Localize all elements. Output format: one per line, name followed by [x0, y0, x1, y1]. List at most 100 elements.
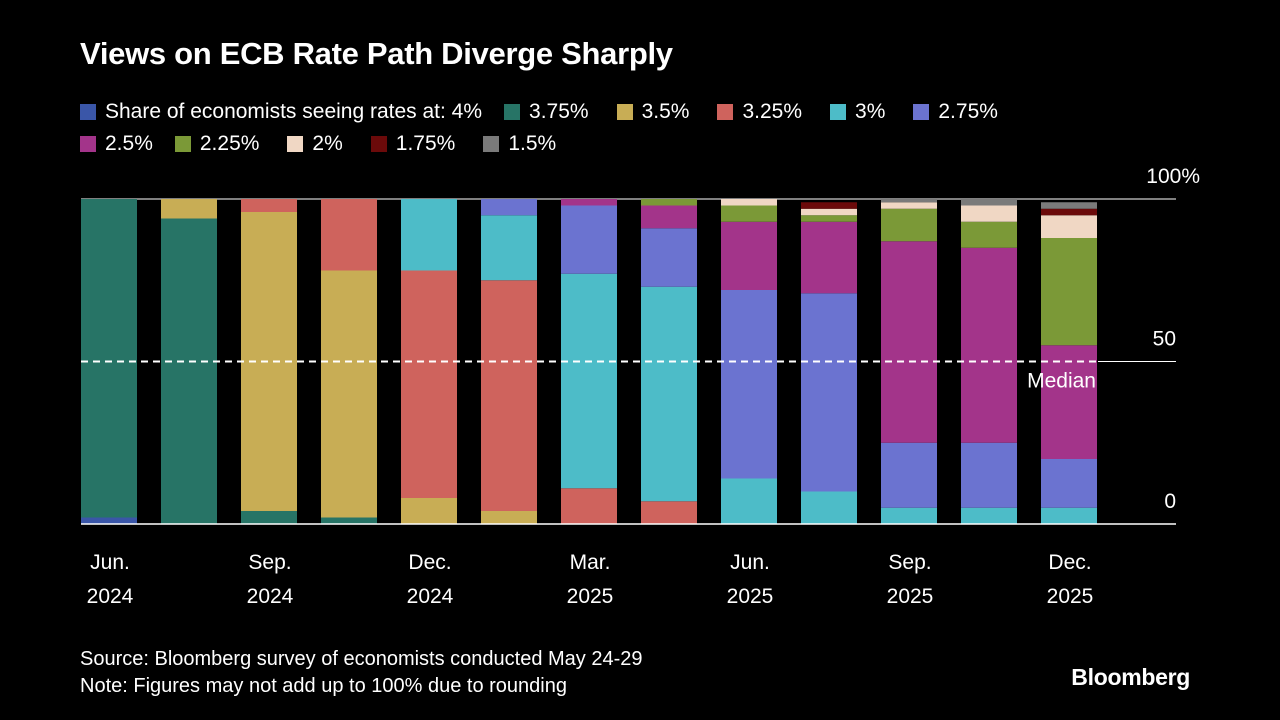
- legend: Share of economists seeing rates at: 4% 3…: [80, 96, 1200, 160]
- y-tick-label: 100%: [1146, 165, 1200, 188]
- legend-label: 2.75%: [938, 100, 998, 123]
- bar-segment: [321, 199, 377, 271]
- median-label: Median: [1027, 370, 1096, 393]
- bar-segment: [321, 270, 377, 518]
- bar-segment: [1041, 215, 1097, 238]
- legend-label: 1.5%: [508, 132, 557, 155]
- bar-segment: [961, 247, 1017, 443]
- x-tick-label: 2024: [247, 585, 294, 608]
- bar-segment: [801, 491, 857, 524]
- legend-item: 3.75%: [504, 96, 589, 128]
- legend-item: 2.75%: [913, 96, 998, 128]
- bar-segment: [561, 199, 617, 206]
- rounding-note: Note: Figures may not add up to 100% due…: [80, 675, 567, 697]
- bar-segment: [881, 208, 937, 242]
- bar-segment: [1041, 238, 1097, 346]
- bar-segment: [481, 215, 537, 281]
- legend-swatch: [80, 136, 96, 152]
- legend-item: 1.5%: [483, 128, 556, 160]
- legend-swatch: [80, 104, 96, 120]
- bar-segment: [641, 228, 697, 287]
- bar-segment: [801, 202, 857, 209]
- bloomberg-logo: Bloomberg: [1071, 664, 1190, 690]
- bar-segment: [401, 498, 457, 524]
- bar-segment: [801, 215, 857, 222]
- bar-segment: [401, 270, 457, 498]
- legend-item: Share of economists seeing rates at: 4%: [80, 96, 482, 128]
- bar-segment: [721, 290, 777, 479]
- y-tick-label: 0: [1164, 490, 1176, 513]
- x-tick-label: 2025: [727, 585, 774, 608]
- bar-segment: [801, 208, 857, 216]
- legend-item: 2.25%: [174, 128, 260, 160]
- x-tick-label: Jun.: [730, 551, 770, 574]
- bar-segment: [881, 202, 937, 209]
- legend-row: Share of economists seeing rates at: 4% 3…: [80, 96, 1200, 128]
- legend-label: Share of economists seeing rates at: 4%: [105, 100, 483, 123]
- bar-segment: [81, 517, 137, 524]
- bar-segment: [1041, 507, 1097, 524]
- legend-swatch: [504, 104, 521, 120]
- x-tick-label: Dec.: [408, 551, 451, 574]
- legend-label: 2.5%: [105, 132, 153, 155]
- legend-row: 2.5% 2.25% 2% 1.75% 1.5%: [80, 128, 1200, 160]
- bar-segment: [481, 199, 537, 216]
- stacked-bar-chart: Median 0 50 100% Jun. 2024 Sep. 2024 Dec. 2024 Mar…: [81, 165, 1200, 608]
- bar-segment: [641, 286, 697, 502]
- bar-segment: [721, 205, 777, 222]
- x-tick-label: 2024: [87, 585, 134, 608]
- bar-segment: [881, 507, 937, 524]
- legend-label: 3.5%: [641, 100, 690, 123]
- x-tick-label: 2025: [887, 585, 934, 608]
- bar-segment: [641, 205, 697, 229]
- bar-segment: [321, 517, 377, 524]
- legend-item: 3%: [830, 96, 885, 128]
- bar-segment: [721, 478, 777, 524]
- legend-item: 1.75%: [370, 128, 456, 160]
- bar-segment: [961, 199, 1017, 206]
- x-tick-label: 2025: [567, 585, 614, 608]
- bar-segment: [961, 442, 1017, 508]
- bar-segment: [801, 293, 857, 492]
- legend-swatch: [616, 104, 633, 120]
- bar-segment: [721, 221, 777, 290]
- x-tick-label: Jun.: [90, 551, 130, 574]
- x-tick-label: 2024: [407, 585, 454, 608]
- bar-segment: [881, 442, 937, 508]
- legend-swatch: [287, 136, 304, 152]
- bar-segment: [881, 199, 937, 203]
- bar-segment: [561, 488, 617, 524]
- legend-swatch: [370, 136, 387, 152]
- bar-segment: [81, 199, 137, 518]
- legend-swatch: [717, 104, 734, 120]
- legend-label: 2.25%: [199, 132, 260, 155]
- legend-swatch: [174, 136, 191, 152]
- x-tick-label: Sep.: [248, 551, 291, 574]
- bar-segment: [1041, 208, 1097, 216]
- x-tick-label: Mar.: [570, 551, 611, 574]
- bar-segment: [961, 507, 1017, 524]
- bar-segment: [481, 280, 537, 511]
- legend-item: 2%: [287, 128, 343, 160]
- legend-label: 2%: [312, 132, 343, 155]
- bar-segment: [721, 199, 777, 206]
- bar-segment: [641, 501, 697, 524]
- source-note: Source: Bloomberg survey of economists c…: [80, 648, 643, 670]
- bar-segment: [481, 511, 537, 524]
- bar-segment: [961, 205, 1017, 222]
- bar-segment: [641, 199, 697, 206]
- bar-segment: [161, 199, 217, 219]
- bar-segment: [1041, 202, 1097, 209]
- legend-label: 1.75%: [395, 132, 456, 155]
- bar-segment: [1041, 459, 1097, 508]
- bar-segment: [561, 205, 617, 274]
- legend-item: 2.5%: [80, 128, 153, 160]
- bar-segment: [401, 199, 457, 271]
- legend-swatch: [913, 104, 930, 120]
- legend-item: 3.25%: [717, 96, 802, 128]
- bar-segment: [561, 273, 617, 489]
- x-tick-label: Sep.: [888, 551, 931, 574]
- x-tick-label: 2025: [1047, 585, 1094, 608]
- bar-segment: [1041, 345, 1097, 459]
- footer: Source: Bloomberg survey of economists c…: [80, 646, 643, 700]
